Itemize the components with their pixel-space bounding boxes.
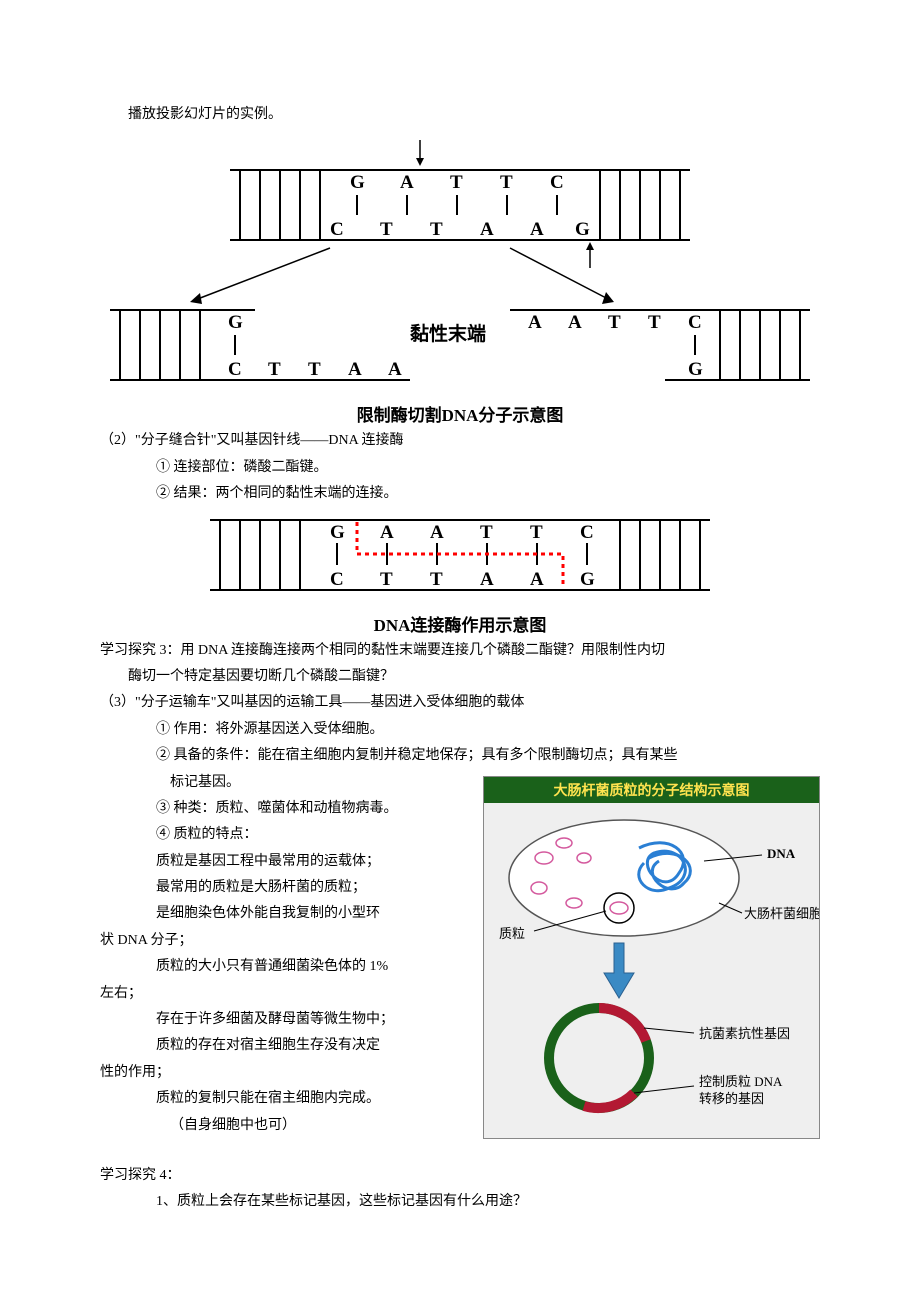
svg-text:T: T (480, 522, 493, 543)
svg-text:G: G (228, 312, 243, 333)
svg-text:A: A (430, 522, 444, 543)
svg-text:T: T (380, 569, 393, 590)
q4-head: 学习探究 4： (100, 1165, 820, 1187)
svg-text:A: A (530, 219, 544, 240)
svg-text:A: A (480, 219, 494, 240)
svg-text:转移的基因: 转移的基因 (699, 1091, 764, 1106)
svg-text:大肠杆菌细胞: 大肠杆菌细胞 (744, 906, 819, 921)
svg-text:A: A (348, 359, 362, 380)
restriction-enzyme-diagram: G A T T C C T T A A G (100, 130, 820, 426)
svg-text:DNA: DNA (767, 846, 796, 861)
svg-text:C: C (330, 569, 344, 590)
intro-line: 播放投影幻灯片的实例。 (128, 104, 820, 126)
section-3-heading: （3）"分子运输车"又叫基因的运输工具——基因进入受体细胞的载体 (100, 692, 820, 714)
restriction-diagram-title: 限制酶切割DNA分子示意图 (100, 401, 820, 426)
section-2-item-1: ① 连接部位：磷酸二酯键。 (156, 457, 820, 479)
svg-text:T: T (380, 219, 393, 240)
q3-line2: 酶切一个特定基因要切断几个磷酸二酯键？ (128, 666, 820, 688)
svg-text:C: C (228, 359, 242, 380)
sticky-end-label: 黏性末端 (410, 322, 486, 345)
svg-text:T: T (308, 359, 321, 380)
svg-text:G: G (575, 219, 590, 240)
svg-text:C: C (330, 219, 344, 240)
svg-text:A: A (568, 312, 582, 333)
svg-text:T: T (430, 569, 443, 590)
svg-text:A: A (400, 172, 414, 193)
section-2-heading: （2）"分子缝合针"又叫基因针线——DNA 连接酶 (100, 430, 820, 452)
svg-text:T: T (500, 172, 513, 193)
svg-text:G: G (580, 569, 595, 590)
svg-text:A: A (530, 569, 544, 590)
svg-text:A: A (388, 359, 402, 380)
svg-text:G: G (688, 359, 703, 380)
svg-text:抗菌素抗性基因: 抗菌素抗性基因 (699, 1026, 790, 1041)
svg-text:质粒: 质粒 (499, 926, 525, 941)
plasmid-structure-figure: 大肠杆菌质粒的分子结构示意图 DNA 大肠杆菌细胞 (483, 776, 820, 1139)
svg-text:G: G (330, 522, 345, 543)
svg-text:T: T (530, 522, 543, 543)
svg-text:C: C (550, 172, 564, 193)
svg-text:T: T (430, 219, 443, 240)
plasmid-figure-header: 大肠杆菌质粒的分子结构示意图 (484, 777, 819, 803)
svg-text:T: T (608, 312, 621, 333)
svg-text:T: T (450, 172, 463, 193)
section-3-item1: ① 作用：将外源基因送入受体细胞。 (156, 719, 820, 741)
q3-line1: 学习探究 3：用 DNA 连接酶连接两个相同的黏性末端要连接几个磷酸二酯键？用限… (100, 640, 820, 662)
svg-text:控制质粒 DNA: 控制质粒 DNA (699, 1074, 783, 1089)
q4-q1: 1、质粒上会存在某些标记基因，这些标记基因有什么用途？ (156, 1191, 820, 1213)
svg-text:C: C (580, 522, 594, 543)
svg-text:T: T (648, 312, 661, 333)
svg-text:A: A (380, 522, 394, 543)
svg-text:C: C (688, 312, 702, 333)
ligase-diagram-title: DNA连接酶作用示意图 (100, 611, 820, 636)
svg-text:A: A (528, 312, 542, 333)
section-2-item-2: ② 结果：两个相同的黏性末端的连接。 (156, 483, 820, 505)
svg-text:A: A (480, 569, 494, 590)
section-3-item2a: ② 具备的条件：能在宿主细胞内复制并稳定地保存；具有多个限制酶切点；具有某些 (156, 745, 820, 767)
svg-text:G: G (350, 172, 365, 193)
svg-text:T: T (268, 359, 281, 380)
ligase-diagram: G A A T T C C T T A A G DNA连接酶作用示意图 (100, 510, 820, 636)
